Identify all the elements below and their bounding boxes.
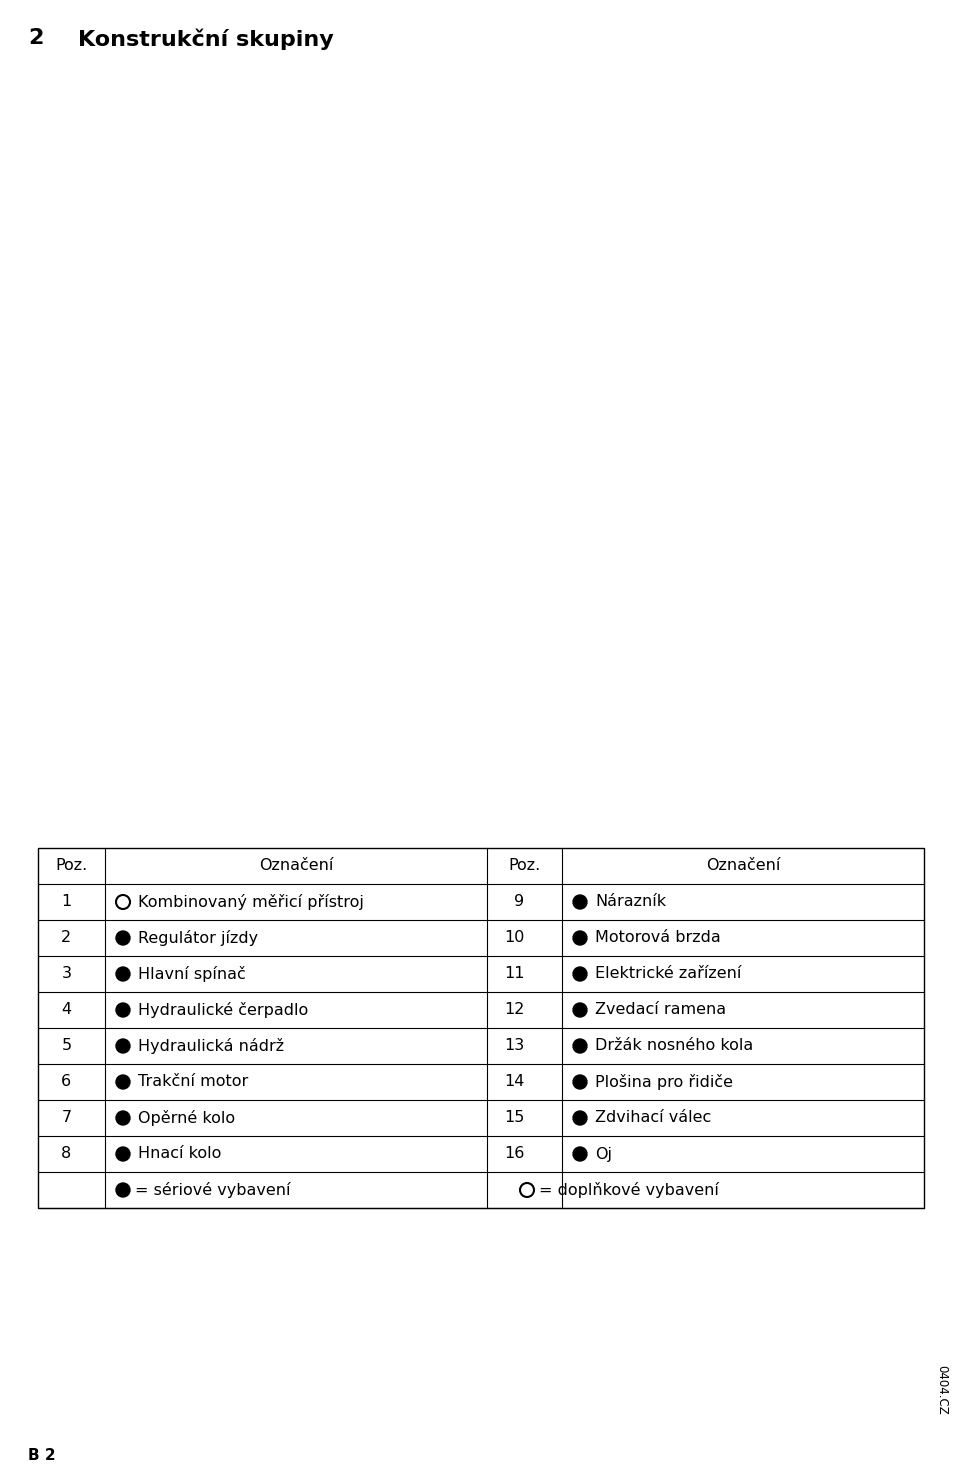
- Text: Plošina pro řidiče: Plošina pro řidiče: [595, 1074, 733, 1090]
- Text: Trakční motor: Trakční motor: [138, 1074, 249, 1090]
- Text: 6: 6: [61, 1074, 71, 1090]
- Circle shape: [116, 1075, 130, 1089]
- Text: 2: 2: [28, 28, 43, 47]
- Circle shape: [116, 967, 130, 981]
- Text: 13: 13: [504, 1038, 524, 1053]
- Text: Regulátor jízdy: Regulátor jízdy: [138, 931, 258, 945]
- Circle shape: [573, 931, 587, 945]
- Text: 5: 5: [61, 1038, 71, 1053]
- Text: 1: 1: [61, 895, 71, 910]
- Text: Nárazník: Nárazník: [595, 895, 666, 910]
- Circle shape: [573, 1003, 587, 1018]
- Bar: [0, 1227, 960, 1477]
- Circle shape: [116, 1003, 130, 1018]
- Text: Označení: Označení: [259, 858, 333, 873]
- Text: 12: 12: [504, 1003, 524, 1018]
- Text: Zdvihací válec: Zdvihací válec: [595, 1111, 711, 1125]
- Text: 11: 11: [504, 966, 524, 982]
- Circle shape: [573, 1038, 587, 1053]
- Text: 3: 3: [61, 966, 71, 982]
- Text: 15: 15: [504, 1111, 524, 1125]
- Text: = doplňkové vybavení: = doplňkové vybavení: [539, 1182, 719, 1198]
- Text: 14: 14: [504, 1074, 524, 1090]
- Circle shape: [573, 1111, 587, 1125]
- Bar: [0, 0, 960, 61]
- Text: Konstrukční skupiny: Konstrukční skupiny: [78, 28, 334, 50]
- Bar: [38, 848, 924, 1208]
- Circle shape: [116, 931, 130, 945]
- Text: 4: 4: [61, 1003, 71, 1018]
- Circle shape: [116, 1148, 130, 1161]
- Text: Držák nosného kola: Držák nosného kola: [595, 1038, 754, 1053]
- Text: 9: 9: [515, 895, 524, 910]
- Text: Elektrické zařízení: Elektrické zařízení: [595, 966, 741, 982]
- Circle shape: [116, 895, 130, 908]
- Text: Poz.: Poz.: [56, 858, 87, 873]
- Bar: [33, 837, 929, 1219]
- Text: Opěrné kolo: Opěrné kolo: [138, 1111, 235, 1125]
- Text: Zvedací ramena: Zvedací ramena: [595, 1003, 726, 1018]
- Circle shape: [116, 1038, 130, 1053]
- Text: Kombinovaný měřicí přístroj: Kombinovaný měřicí přístroj: [138, 894, 364, 910]
- Circle shape: [573, 967, 587, 981]
- Text: Motorová brzda: Motorová brzda: [595, 931, 721, 945]
- Circle shape: [573, 1075, 587, 1089]
- Text: 0404.CZ: 0404.CZ: [935, 1365, 948, 1415]
- Text: 10: 10: [504, 931, 524, 945]
- Text: Hydraulické čerpadlo: Hydraulické čerpadlo: [138, 1001, 308, 1018]
- Text: 7: 7: [61, 1111, 71, 1125]
- Circle shape: [520, 1183, 534, 1196]
- Text: Hlavní spínač: Hlavní spínač: [138, 966, 246, 982]
- Circle shape: [116, 1111, 130, 1125]
- Text: 8: 8: [61, 1146, 71, 1161]
- Text: 16: 16: [504, 1146, 524, 1161]
- Text: = sériové vybavení: = sériové vybavení: [135, 1182, 291, 1198]
- Text: Oj: Oj: [595, 1146, 612, 1161]
- Text: Hnací kolo: Hnací kolo: [138, 1146, 222, 1161]
- Text: Označení: Označení: [706, 858, 780, 873]
- Circle shape: [116, 1183, 130, 1196]
- Text: 2: 2: [61, 931, 71, 945]
- Text: Hydraulická nádrž: Hydraulická nádrž: [138, 1038, 284, 1055]
- Text: B 2: B 2: [28, 1447, 56, 1462]
- Circle shape: [573, 1148, 587, 1161]
- Circle shape: [573, 895, 587, 908]
- Text: Poz.: Poz.: [509, 858, 540, 873]
